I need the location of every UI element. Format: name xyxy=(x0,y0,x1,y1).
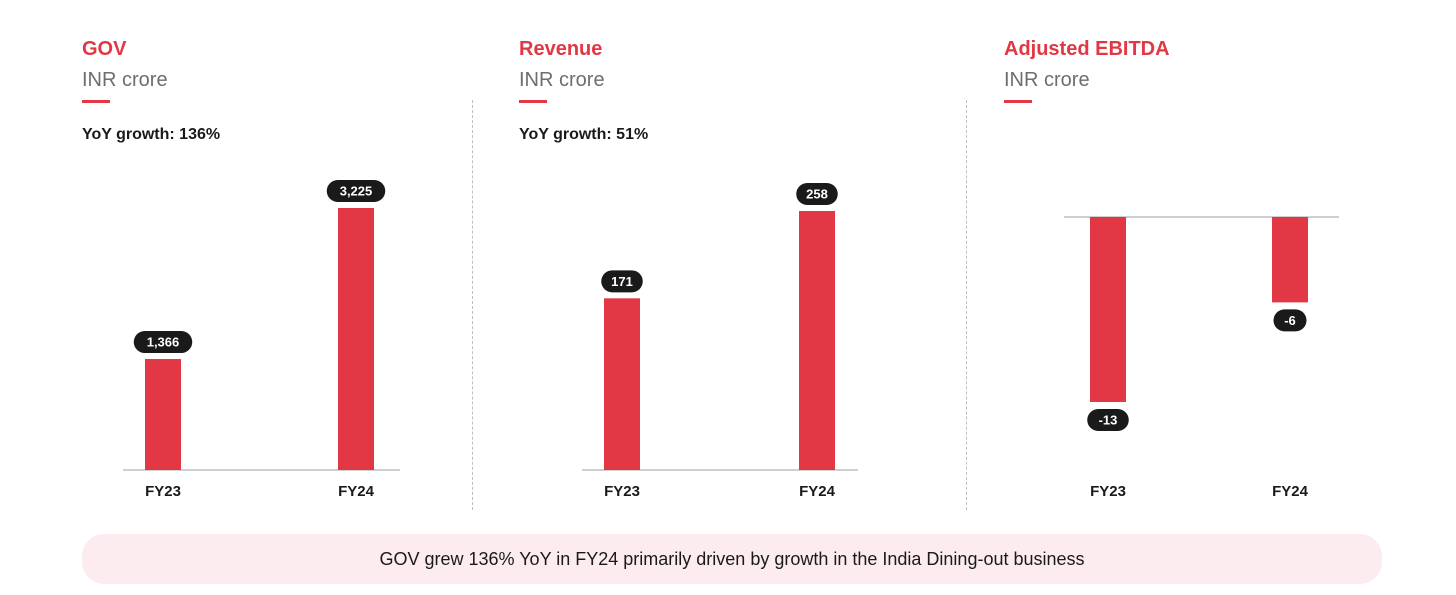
value-label-pill xyxy=(326,180,386,202)
value-label-pill xyxy=(601,270,643,293)
value-label: 171 xyxy=(611,274,633,289)
bar xyxy=(799,211,835,470)
panel-title: GOV xyxy=(82,38,127,60)
panel-divider xyxy=(966,100,967,510)
title-accent-line xyxy=(1004,100,1032,103)
bar xyxy=(145,359,181,470)
value-label-pill xyxy=(133,331,193,354)
summary-banner: GOV grew 136% YoY in FY24 primarily driv… xyxy=(82,534,1382,584)
bar xyxy=(604,298,640,470)
value-label: 3,225 xyxy=(340,184,373,199)
category-label: FY23 xyxy=(145,483,181,500)
yoy-growth-label: YoY growth: 136% xyxy=(82,126,221,143)
value-label: -13 xyxy=(1099,413,1118,428)
bar xyxy=(338,208,374,470)
panel-revenue: Revenue INR crore YoY growth: 51% xyxy=(472,0,966,520)
value-label-pill xyxy=(796,183,838,205)
bar xyxy=(1090,217,1126,402)
category-label: FY24 xyxy=(1272,483,1309,500)
panel-subtitle: INR crore xyxy=(519,69,605,91)
panel-divider xyxy=(472,100,473,510)
panel-title: Revenue xyxy=(519,38,603,60)
value-label: 1,366 xyxy=(147,335,180,350)
category-label: FY23 xyxy=(604,483,640,500)
value-label: -6 xyxy=(1284,313,1296,328)
summary-text: GOV grew 136% YoY in FY24 primarily driv… xyxy=(379,548,1085,569)
title-accent-line xyxy=(519,100,547,103)
title-accent-line xyxy=(82,100,110,103)
panel-subtitle: INR crore xyxy=(1004,69,1090,91)
category-label: FY24 xyxy=(799,483,836,500)
bar xyxy=(1272,217,1308,303)
value-label-pill xyxy=(1087,409,1129,431)
category-label: FY23 xyxy=(1090,483,1126,500)
value-label-pill xyxy=(1273,309,1307,332)
panel-subtitle: INR crore xyxy=(82,69,168,91)
category-label: FY24 xyxy=(338,483,375,500)
panel-adjusted-ebitda: Adjusted EBITDA INR crore xyxy=(966,0,1456,520)
panel-gov: GOV INR crore YoY growth: 136% xyxy=(0,0,470,520)
panel-title: Adjusted EBITDA xyxy=(1004,38,1170,60)
yoy-growth-label: YoY growth: 51% xyxy=(519,126,649,143)
value-label: 258 xyxy=(806,187,828,202)
